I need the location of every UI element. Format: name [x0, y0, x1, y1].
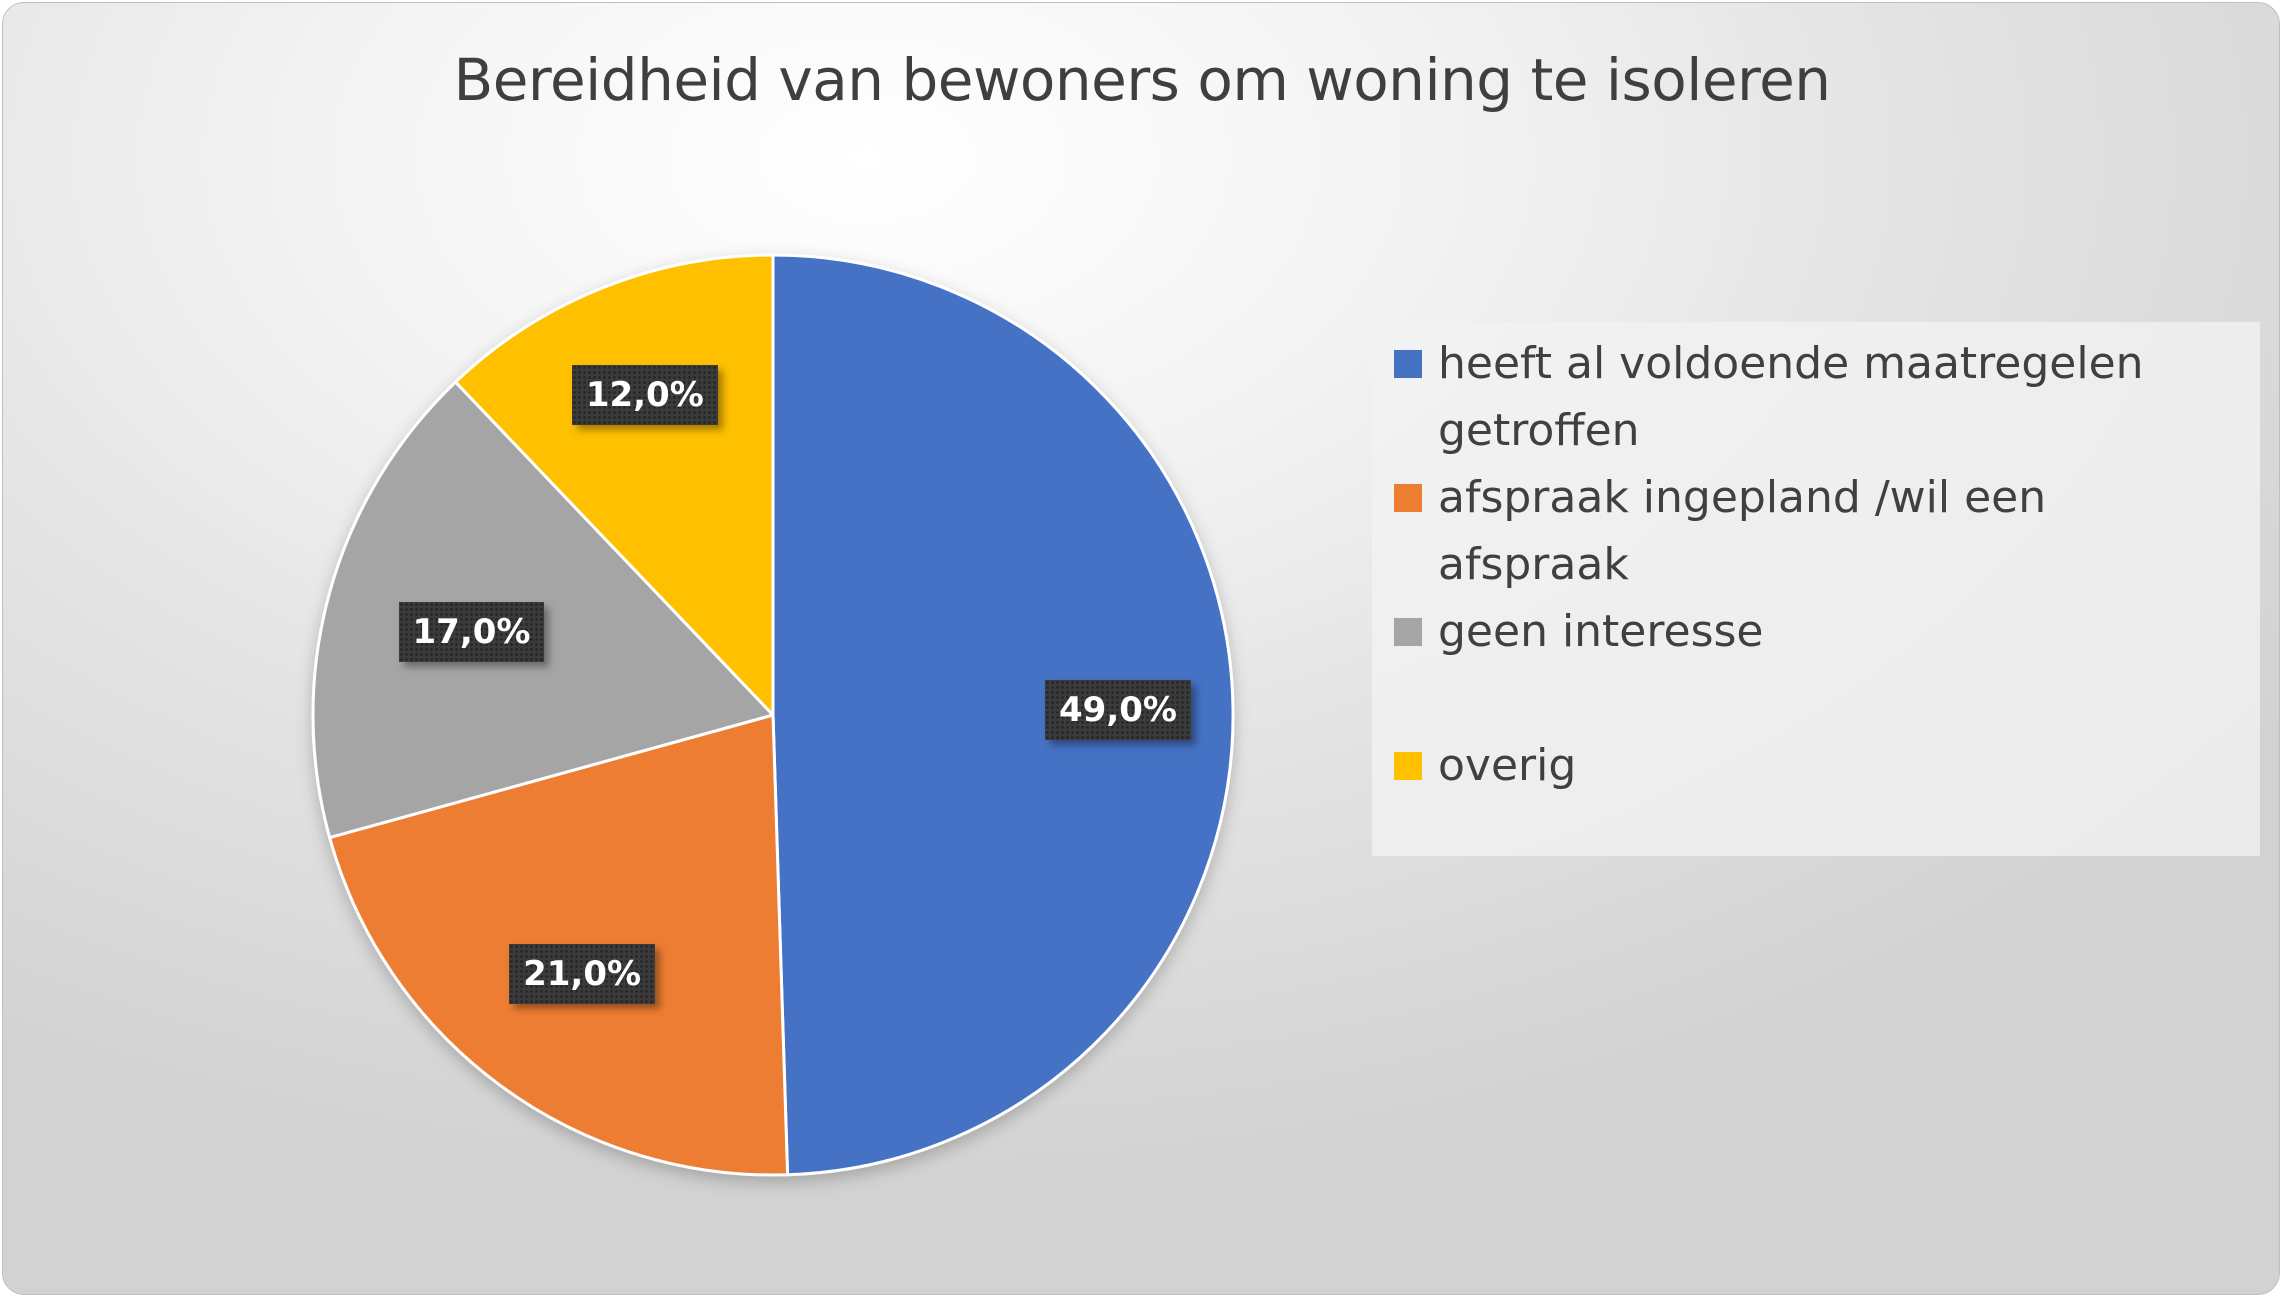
- legend-label: overig: [1438, 740, 1577, 791]
- legend-item-geen-interesse[interactable]: geen interesse: [1394, 598, 2228, 665]
- legend-label: heeft al voldoende maatregelen getroffen: [1438, 338, 2144, 456]
- legend-swatch-yellow: [1394, 752, 1422, 780]
- legend-item-afspraak[interactable]: afspraak ingepland /wil een afspraak: [1394, 464, 2228, 598]
- chart-title: Bereidheid van bewoners om woning te iso…: [453, 46, 1831, 114]
- legend-swatch-gray: [1394, 618, 1422, 646]
- legend-label: afspraak ingepland /wil een afspraak: [1438, 472, 2047, 590]
- data-label-overig: 12,0%: [571, 364, 718, 425]
- legend-label: geen interesse: [1438, 606, 1764, 657]
- pie-slice-voldoende-maatregelen[interactable]: [771, 253, 1235, 1177]
- data-label-voldoende-maatregelen: 49,0%: [1045, 679, 1191, 740]
- legend: heeft al voldoende maatregelen getroffen…: [1372, 322, 2260, 856]
- data-label-geen-interesse: 17,0%: [398, 601, 545, 662]
- legend-item-overig[interactable]: overig: [1394, 732, 2228, 799]
- legend-swatch-orange: [1394, 484, 1422, 512]
- legend-item-voldoende-maatregelen[interactable]: heeft al voldoende maatregelen getroffen: [1394, 330, 2228, 464]
- data-label-afspraak: 21,0%: [509, 944, 656, 1005]
- legend-swatch-blue: [1394, 350, 1422, 378]
